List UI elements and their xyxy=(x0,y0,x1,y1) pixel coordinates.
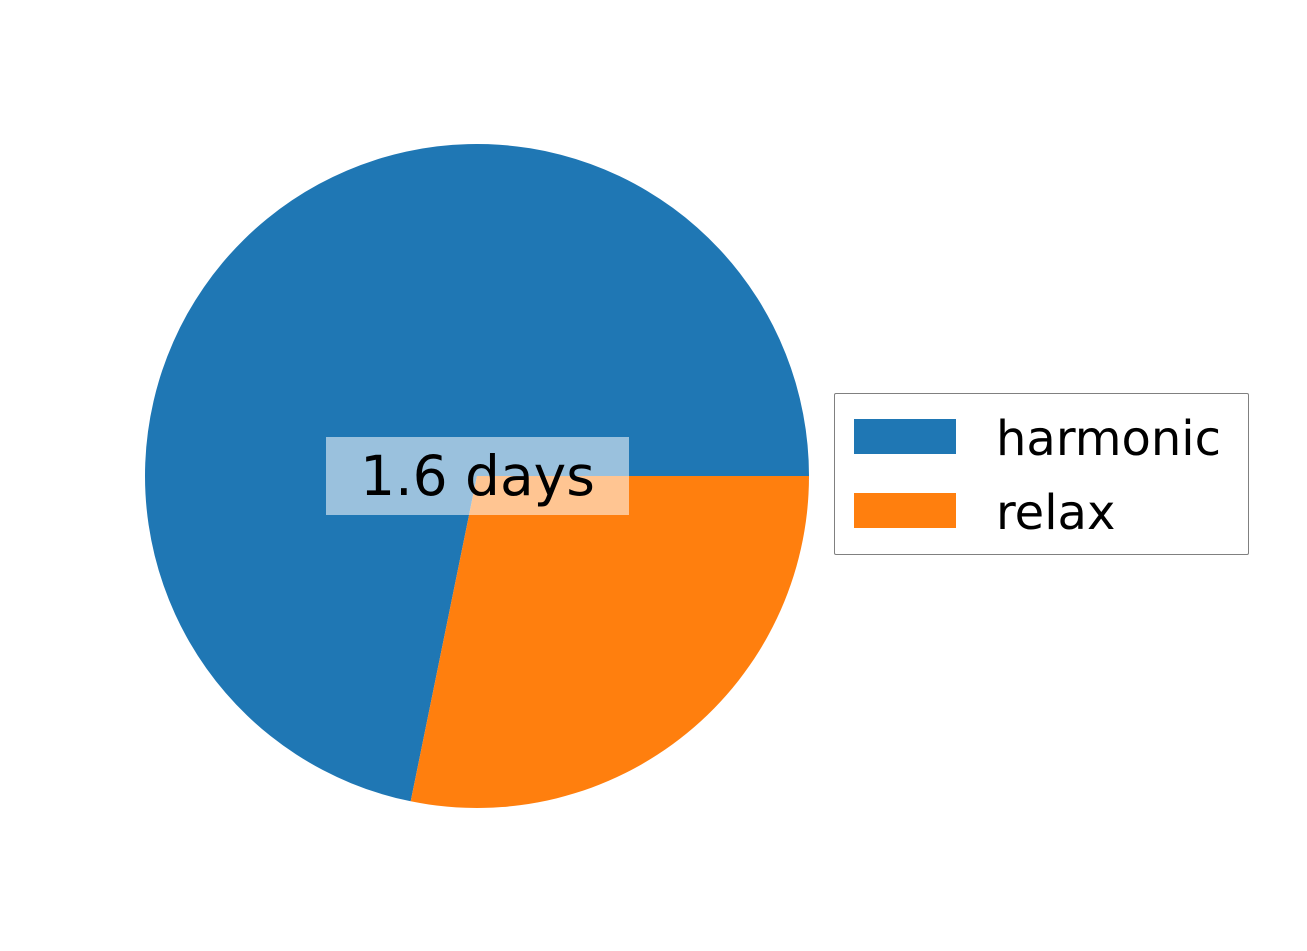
legend-label-relax: relax xyxy=(996,485,1116,541)
legend-item-harmonic[interactable]: harmonic xyxy=(835,411,1248,468)
legend-label-harmonic: harmonic xyxy=(996,411,1221,467)
pie-slice-label-harmonic: 1.6 days xyxy=(326,437,629,515)
chart-legend: harmonic relax xyxy=(834,393,1249,555)
legend-swatch-harmonic xyxy=(854,419,956,454)
pie-slice-relax[interactable] xyxy=(410,476,809,808)
legend-item-relax[interactable]: relax xyxy=(835,485,1248,542)
legend-swatch-relax xyxy=(854,493,956,528)
